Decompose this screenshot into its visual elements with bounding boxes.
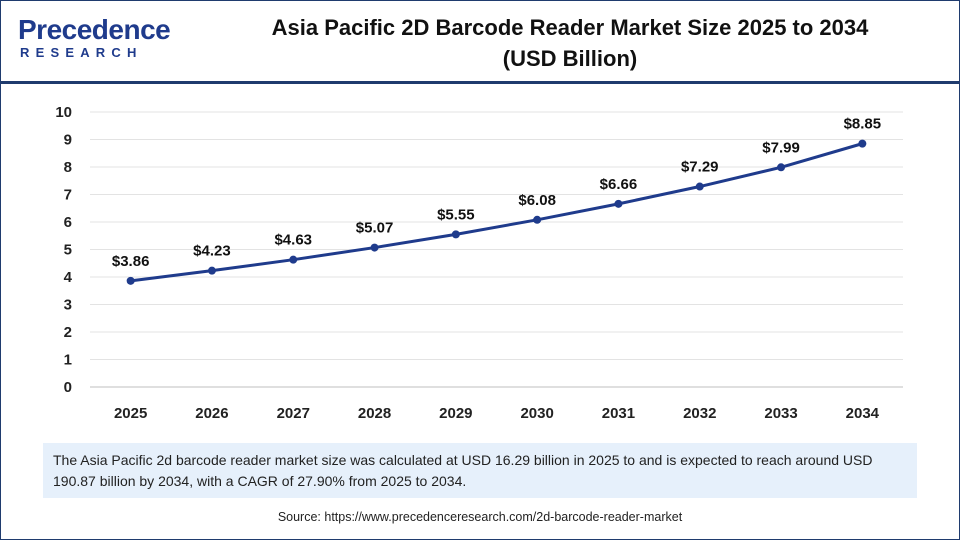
- data-label: $4.23: [193, 243, 231, 260]
- source-citation: Source: https://www.precedenceresearch.c…: [277, 510, 683, 524]
- data-point: [207, 266, 216, 275]
- data-label: $8.85: [844, 116, 882, 133]
- y-tick-label: 0: [64, 379, 72, 396]
- chart-title-line-1: Asia Pacific 2D Barcode Reader Market Si…: [271, 15, 869, 40]
- y-tick-label: 2: [64, 324, 72, 341]
- brand-logo: Precedence RESEARCH: [18, 14, 178, 64]
- data-point: [451, 230, 460, 239]
- x-tick-label: 2029: [439, 405, 472, 422]
- data-label: $7.29: [681, 159, 719, 176]
- data-label: $6.66: [600, 176, 638, 193]
- logo-wordmark: Precedence: [18, 14, 171, 45]
- y-tick-label: 7: [64, 187, 72, 204]
- data-point: [533, 215, 542, 224]
- data-point: [370, 243, 379, 252]
- x-tick-label: 2030: [520, 405, 553, 422]
- x-tick-label: 2028: [358, 405, 391, 422]
- y-tick-label: 9: [64, 132, 72, 149]
- data-point: [126, 276, 135, 285]
- x-tick-label: 2025: [114, 405, 147, 422]
- data-point: [777, 163, 786, 172]
- data-label: $6.08: [518, 192, 556, 209]
- summary-note: The Asia Pacific 2d barcode reader marke…: [43, 443, 917, 498]
- data-point: [614, 199, 623, 208]
- data-point: [695, 182, 704, 191]
- data-point: [858, 139, 867, 148]
- data-label: $4.63: [274, 232, 312, 249]
- data-point: [289, 255, 298, 264]
- chart-title-line-2: (USD Billion): [502, 46, 638, 71]
- x-tick-label: 2031: [602, 405, 635, 422]
- y-tick-label: 5: [64, 242, 72, 259]
- data-label: $7.99: [762, 139, 800, 156]
- x-tick-label: 2027: [277, 405, 310, 422]
- y-tick-label: 3: [64, 297, 72, 314]
- series-line: [130, 142, 863, 283]
- x-tick-label: 2026: [195, 405, 228, 422]
- y-tick-label: 10: [55, 104, 72, 121]
- x-tick-label: 2032: [683, 405, 716, 422]
- data-label: $3.86: [112, 253, 150, 270]
- header-divider: [0, 81, 960, 84]
- x-tick-label: 2033: [764, 405, 797, 422]
- data-label: $5.55: [437, 206, 475, 223]
- line-chart: 0 1 2 3 4 5 6 7 8 9 10 2025 2026 2027 2028 2029 2030 2031…: [55, 104, 903, 422]
- x-tick-label: 2034: [846, 405, 880, 422]
- y-tick-label: 6: [64, 214, 72, 231]
- y-tick-label: 4: [64, 269, 73, 286]
- logo-subtitle: RESEARCH: [20, 45, 143, 60]
- y-tick-label: 8: [64, 159, 72, 176]
- chart-title: Asia Pacific 2D Barcode Reader Market Si…: [210, 12, 930, 74]
- y-tick-label: 1: [64, 352, 72, 369]
- data-label: $5.07: [356, 220, 394, 237]
